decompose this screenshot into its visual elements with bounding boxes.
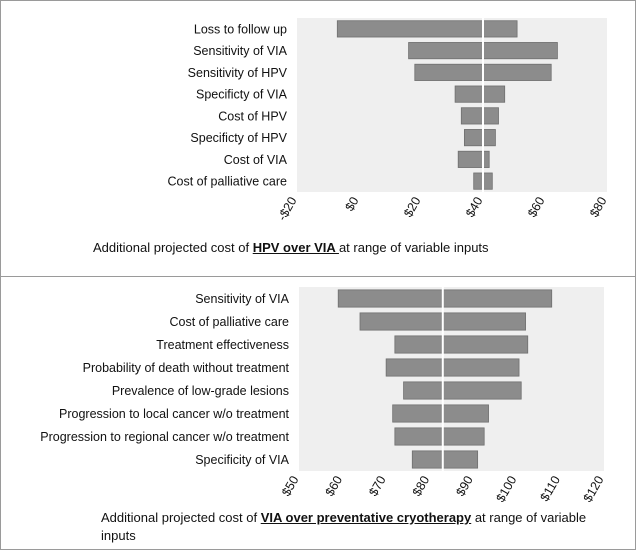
category-label: Loss to follow up — [194, 22, 287, 36]
bar-cost-of-hpv — [460, 107, 499, 125]
x-tick-label: $80 — [587, 194, 610, 219]
bar-cost-of-via — [457, 150, 490, 168]
x-tick-label: $60 — [323, 473, 346, 498]
x-tick-label: $70 — [366, 473, 389, 498]
category-label: Cost of palliative care — [169, 315, 289, 329]
category-label: Progression to regional cancer w/o treat… — [40, 430, 289, 444]
chart-caption: Additional projected cost of HPV over VI… — [93, 239, 489, 257]
tornado-chart-hpv-over-via: Loss to follow up Sensitivity of VIA Sensi… — [167, 18, 610, 223]
bar-prevalence-of-low-grade-lesions — [403, 381, 522, 400]
x-tick-label: $100 — [493, 473, 519, 504]
category-label: Cost of VIA — [224, 153, 288, 167]
bar-loss-to-follow-up — [336, 20, 518, 38]
chart-panel-via-over-cryotherapy: Sensitivity of VIA Cost of palliative car… — [0, 276, 636, 550]
caption-highlight: VIA over preventative cryotherapy — [260, 510, 472, 525]
x-tick-label: $90 — [453, 473, 476, 498]
category-label: Specificty of VIA — [196, 88, 288, 102]
x-tick-label: -$20 — [275, 194, 300, 223]
caption-prefix: Additional projected cost of — [93, 240, 253, 255]
category-label: Sensitivity of VIA — [195, 292, 289, 306]
caption-prefix: Additional projected cost of — [101, 510, 261, 525]
x-tick-label: $120 — [581, 473, 607, 504]
x-tick-label: $0 — [343, 194, 362, 213]
category-label: Probability of death without treatment — [83, 361, 290, 375]
x-tick-label: $50 — [279, 473, 302, 498]
bar-specificty-of-hpv — [463, 129, 496, 147]
bar-progression-to-local-cancer-w-o-treatment — [392, 404, 489, 423]
category-label: Specificity of VIA — [195, 453, 289, 467]
bar-treatment-effectiveness — [394, 335, 529, 354]
x-tick-label: $60 — [525, 194, 548, 219]
caption-suffix: at range of variable inputs — [101, 510, 587, 543]
bar-sensitivity-of-via — [337, 289, 553, 308]
bar-progression-to-regional-cancer-w-o-treatment — [394, 427, 485, 446]
x-tick-label: $110 — [537, 473, 563, 503]
category-label: Progression to local cancer w/o treatmen… — [59, 407, 289, 421]
x-tick-label: $40 — [463, 194, 486, 219]
category-label: Cost of palliative care — [167, 175, 287, 189]
x-tick-label: $80 — [410, 473, 433, 498]
tornado-chart-via-over-cryotherapy: Sensitivity of VIA Cost of palliative car… — [40, 287, 607, 505]
chart-caption: Additional projected cost of VIA over pr… — [101, 509, 601, 545]
category-label: Treatment effectiveness — [156, 338, 289, 352]
bar-specificity-of-via — [411, 450, 479, 469]
category-label: Cost of HPV — [218, 109, 287, 123]
bar-probability-of-death-without-treatment — [385, 358, 520, 377]
x-tick-label: $20 — [401, 194, 424, 219]
category-label: Prevalence of low-grade lesions — [112, 384, 289, 398]
category-label: Specificty of HPV — [190, 131, 287, 145]
caption-suffix: at range of variable inputs — [338, 240, 489, 255]
category-label: Sensitivity of VIA — [193, 44, 287, 58]
category-label: Sensitivity of HPV — [188, 66, 288, 80]
caption-highlight: HPV over VIA — [252, 240, 339, 255]
bar-specificty-of-via — [454, 85, 506, 103]
chart-panel-hpv-over-via: Loss to follow up Sensitivity of VIA Sensi… — [0, 0, 636, 277]
